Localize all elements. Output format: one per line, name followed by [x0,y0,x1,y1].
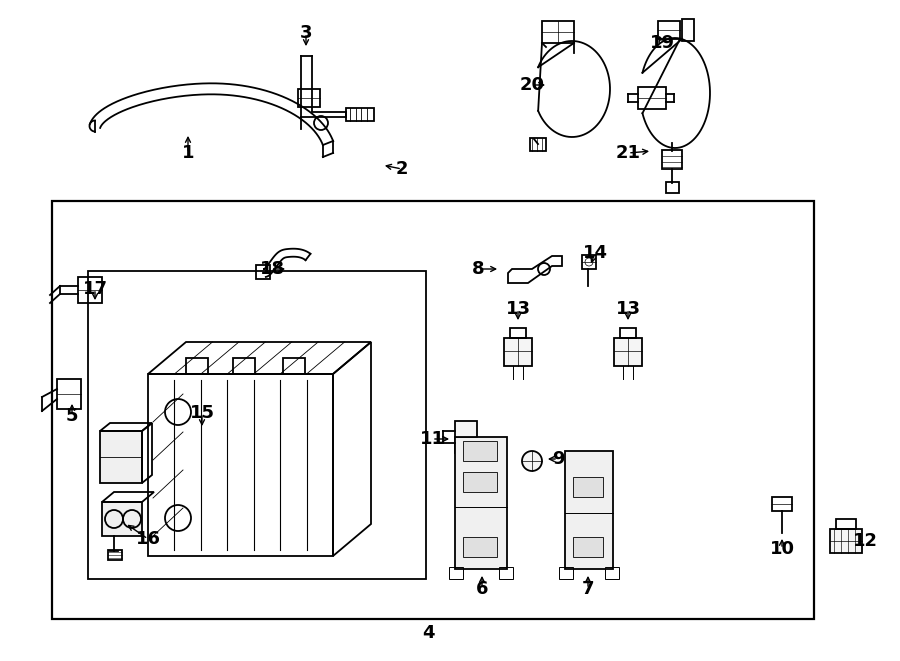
Bar [52,201,814,619]
Bar [463,537,497,557]
Bar [504,338,532,366]
Bar [830,529,862,553]
Bar [463,472,497,492]
Text: 19: 19 [650,34,674,52]
Bar [463,441,497,461]
Text: 9: 9 [552,450,564,468]
Bar [530,138,546,151]
Bar [605,567,619,579]
Text: 14: 14 [582,244,608,262]
Bar [57,379,81,409]
Bar [298,89,320,107]
Bar [88,271,426,579]
Bar [573,537,603,557]
Text: 7: 7 [581,580,594,598]
Text: 1: 1 [182,144,194,162]
Bar [658,21,680,39]
Text: 6: 6 [476,580,488,598]
Bar [565,451,613,569]
Text: 17: 17 [83,280,107,298]
Text: 21: 21 [616,144,641,162]
Bar [559,567,573,579]
Text: 10: 10 [770,540,795,558]
Bar [256,265,270,279]
Bar [666,182,679,193]
Text: 18: 18 [259,260,284,278]
Text: 4: 4 [422,624,434,642]
Bar [682,19,694,41]
Text: 5: 5 [66,407,78,425]
Bar [638,87,666,109]
Bar [108,550,122,560]
Bar [662,150,682,169]
Bar [772,497,792,511]
Bar [573,477,603,497]
Bar [455,437,507,569]
Bar [233,358,255,374]
Text: 8: 8 [472,260,484,278]
Bar [620,328,636,338]
Bar [455,421,477,453]
Text: 13: 13 [616,300,641,318]
Bar [283,358,305,374]
Bar [499,567,513,579]
Bar [449,567,463,579]
Text: 3: 3 [300,24,312,42]
Circle shape [522,451,542,471]
Bar [542,21,574,43]
Text: 12: 12 [852,532,878,550]
Bar [510,328,526,338]
Text: 2: 2 [396,160,409,178]
Text: 11: 11 [419,430,445,448]
Text: 20: 20 [519,76,544,94]
Bar [614,338,642,366]
Bar [78,277,102,303]
Bar [582,255,596,269]
Bar [836,519,856,529]
Bar [102,502,142,536]
Text: 15: 15 [190,404,214,422]
Text: 16: 16 [136,530,160,548]
Bar [346,108,374,121]
Bar [100,431,142,483]
Text: 13: 13 [506,300,530,318]
Bar [186,358,208,374]
